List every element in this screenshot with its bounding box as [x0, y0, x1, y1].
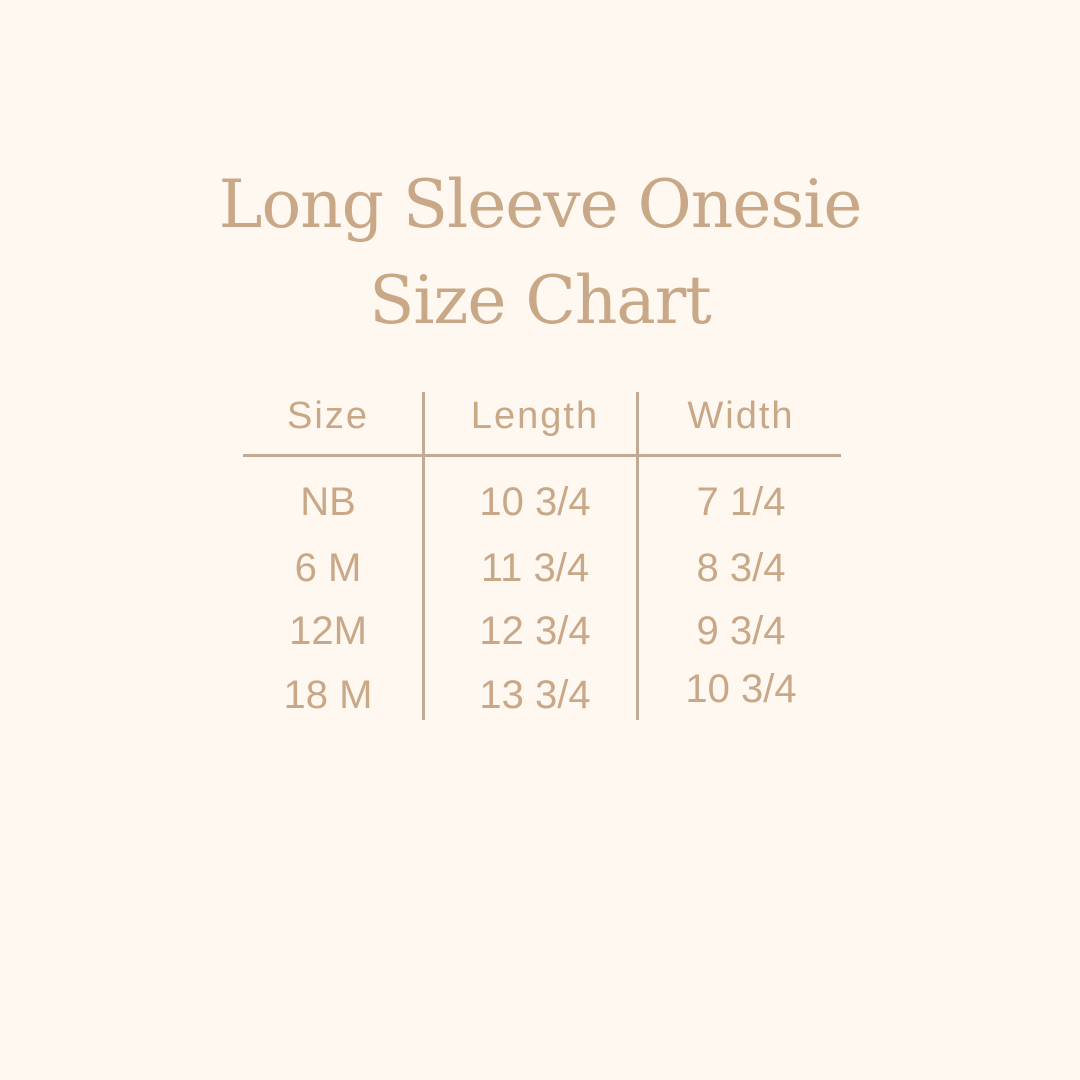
- cell-width: 8 3/4: [696, 546, 786, 590]
- cell-length: 11 3/4: [480, 546, 590, 590]
- cell-length: 12 3/4: [479, 609, 591, 653]
- cell-width: 10 3/4: [685, 667, 797, 711]
- cell-width: 9 3/4: [696, 609, 786, 653]
- column-divider-1: [422, 392, 425, 720]
- cell-width: 7 1/4: [696, 480, 786, 524]
- cell-size: 6 M: [294, 546, 362, 590]
- cell-size: 12M: [289, 609, 367, 653]
- header-length: Length: [470, 395, 600, 437]
- title-line-1: Long Sleeve Onesie: [218, 166, 863, 243]
- header-size: Size: [287, 395, 369, 437]
- header-width: Width: [687, 395, 795, 437]
- column-divider-2: [636, 392, 639, 720]
- cell-size: 18 M: [283, 673, 373, 717]
- cell-length: 13 3/4: [479, 673, 591, 717]
- title-line-2: Size Chart: [369, 262, 712, 339]
- header-divider: [243, 454, 841, 457]
- cell-size: NB: [300, 480, 356, 524]
- cell-length: 10 3/4: [479, 480, 591, 524]
